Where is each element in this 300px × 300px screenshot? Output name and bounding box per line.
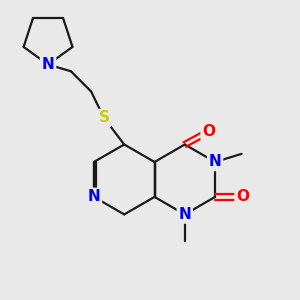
- Text: O: O: [236, 189, 249, 204]
- Text: N: N: [178, 207, 191, 222]
- Text: S: S: [98, 110, 110, 125]
- Text: N: N: [42, 57, 54, 72]
- Text: N: N: [88, 189, 100, 204]
- Text: O: O: [202, 124, 215, 139]
- Text: N: N: [209, 154, 221, 169]
